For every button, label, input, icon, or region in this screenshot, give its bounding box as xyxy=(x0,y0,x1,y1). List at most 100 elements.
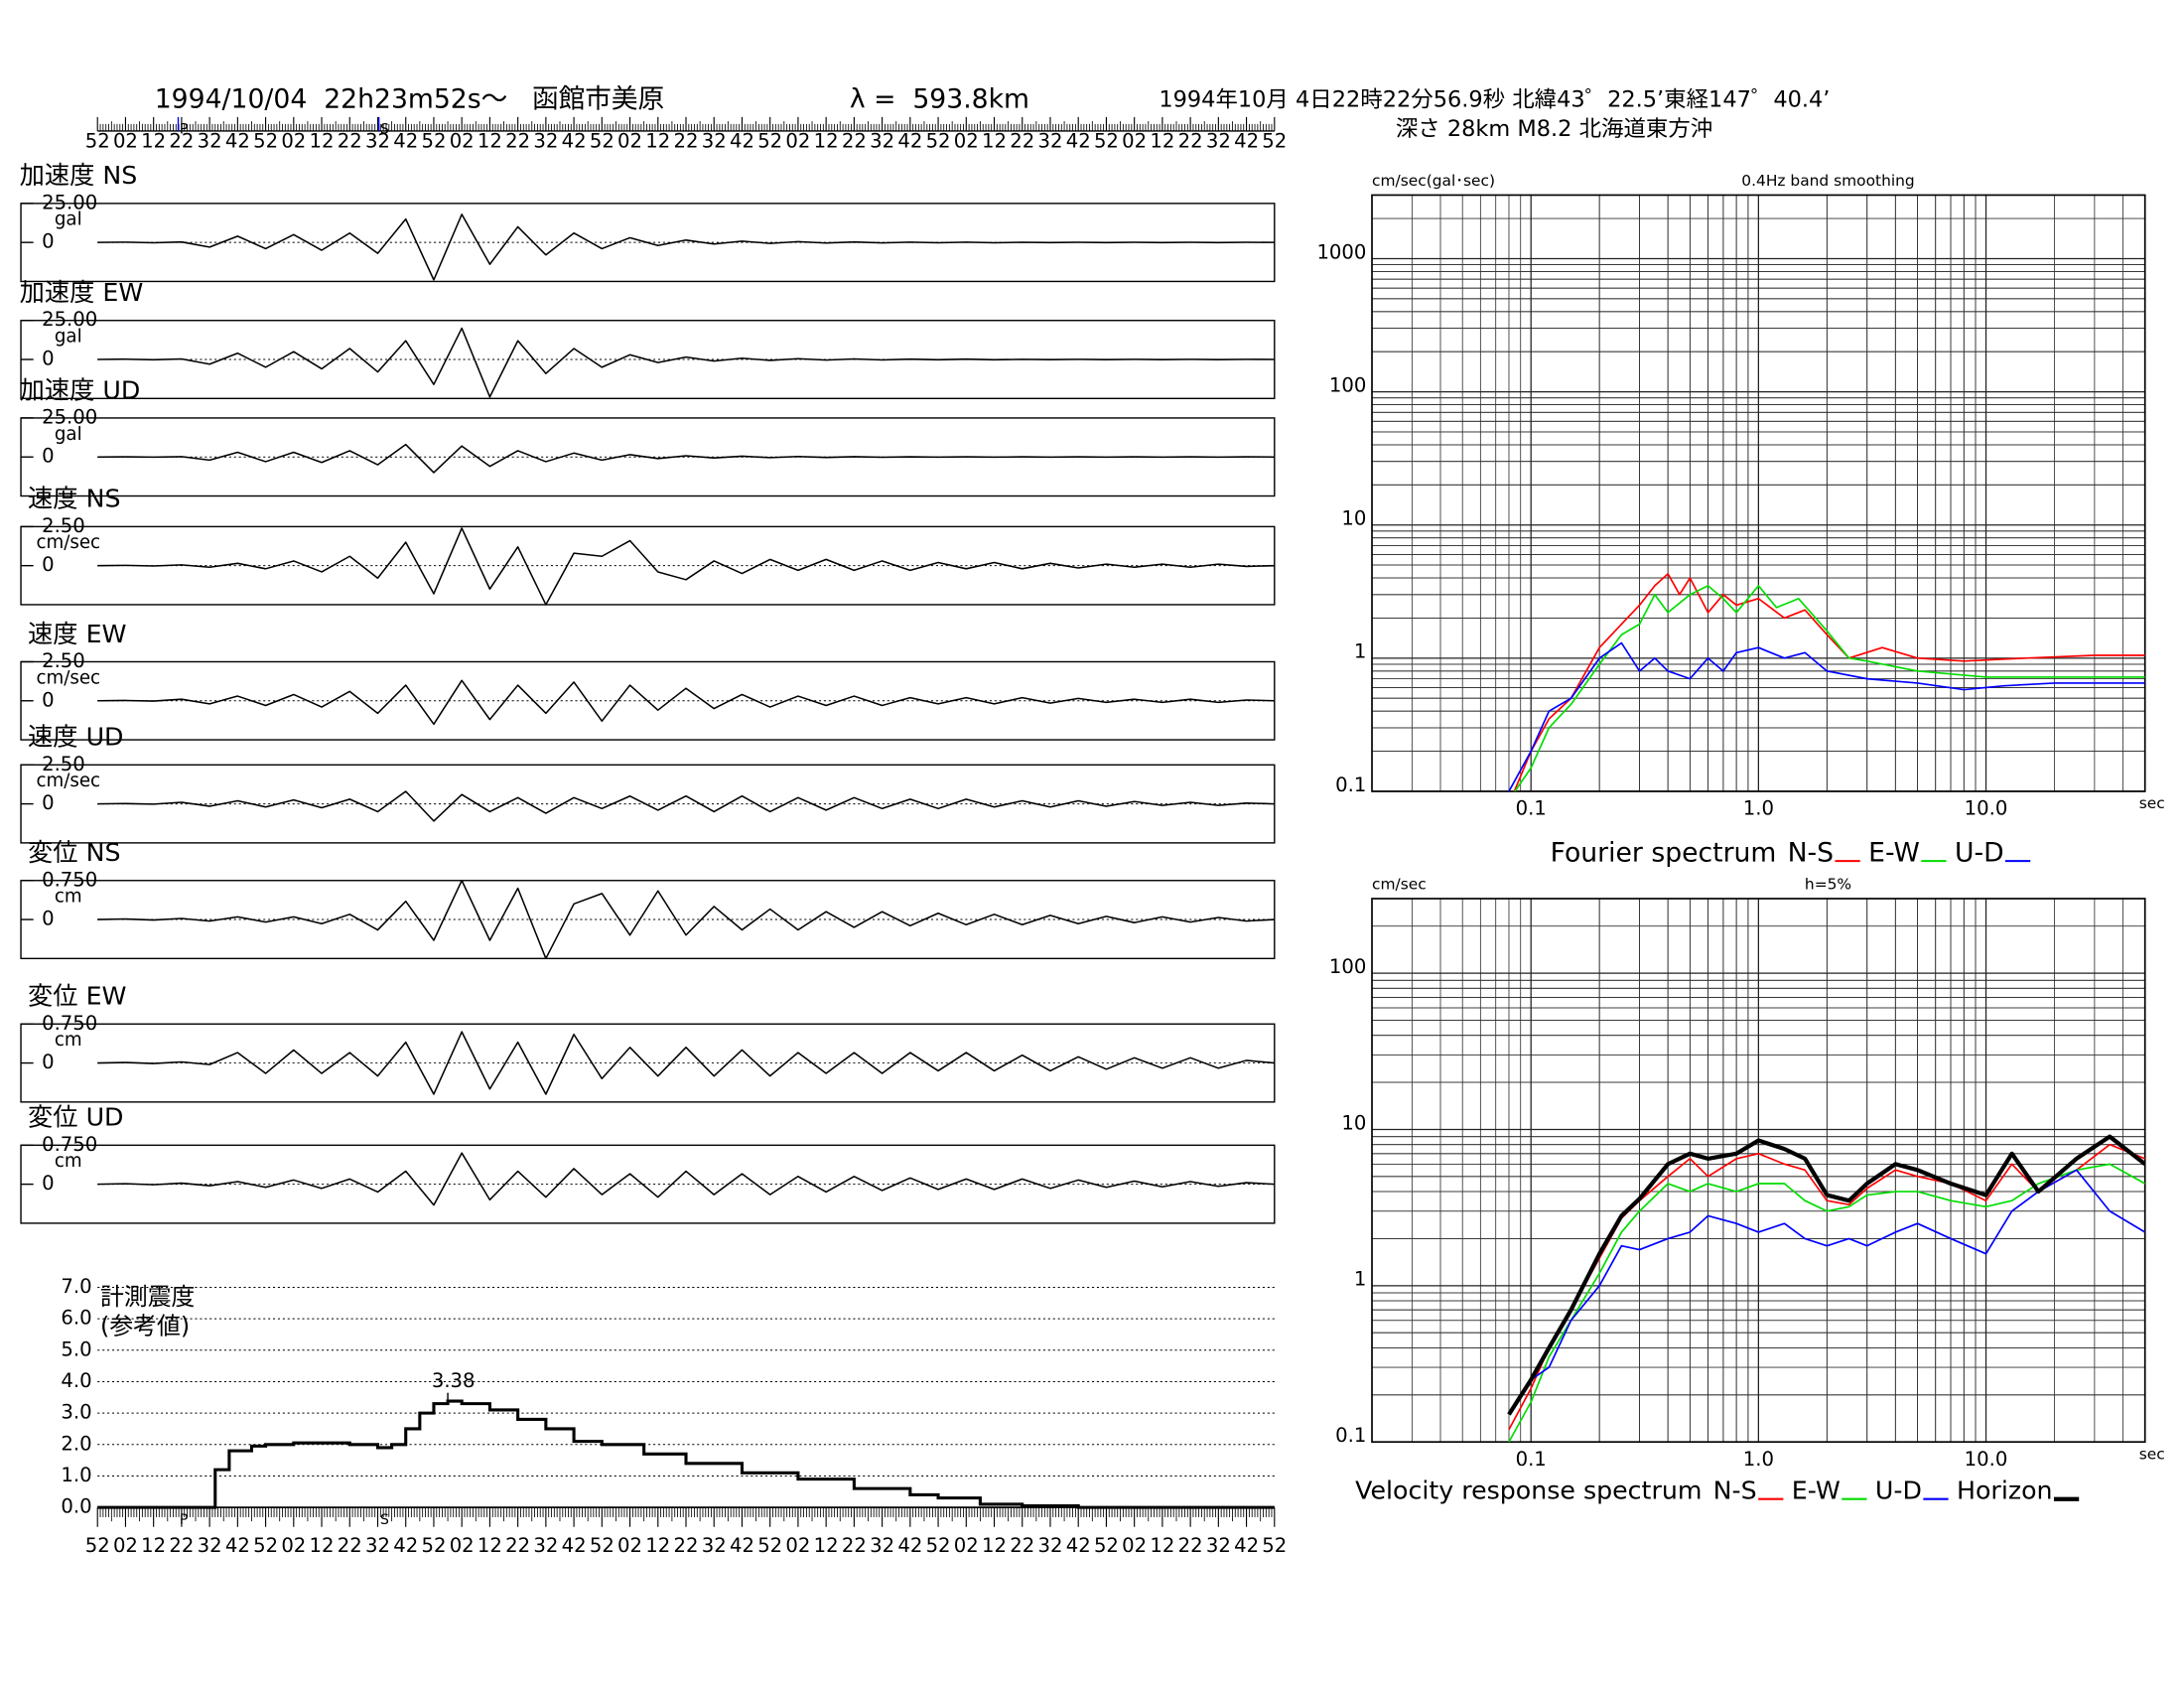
x-tick-label: 52 xyxy=(1094,1534,1119,1557)
x-tick-label: 02 xyxy=(450,1534,475,1557)
y-tick-label: 1000 xyxy=(1316,240,1366,263)
x-tick-label: 02 xyxy=(617,130,642,153)
x-tick-label: 22 xyxy=(338,1534,362,1557)
x-tick-label: 42 xyxy=(562,130,587,153)
y-tick-label: 10 xyxy=(1341,1111,1366,1134)
trace-name: 加速度 UD xyxy=(20,375,141,404)
legend-label: E-W xyxy=(1792,1477,1841,1505)
trace-unit: gal xyxy=(55,210,82,230)
legend-label: U-D xyxy=(1955,838,2004,869)
x-tick-label: 42 xyxy=(562,1534,587,1557)
y-tick-label: 25.00 xyxy=(42,308,97,331)
waveform xyxy=(97,327,1275,398)
x-tick-label: 02 xyxy=(785,130,810,153)
station: 函館市美原 xyxy=(532,84,664,115)
plot-frame xyxy=(1371,194,2146,792)
x-tick-label: 32 xyxy=(1206,1534,1231,1557)
x-tick-label: 02 xyxy=(450,130,475,153)
x-tick-label: 10.0 xyxy=(1965,797,2008,820)
x-tick-label: 32 xyxy=(1037,1534,1062,1557)
event-info: 1994年10月 4日22時22分56.9秒 北緯43゜22.5’東経147゜4… xyxy=(1159,87,1830,113)
x-tick-label: 42 xyxy=(393,130,418,153)
phase-label: S xyxy=(380,1512,389,1528)
x-tick-label: 52 xyxy=(590,130,614,153)
x-tick-label: 12 xyxy=(310,130,335,153)
y-tick-label: 0 xyxy=(42,791,55,814)
x-tick-label: 32 xyxy=(1206,130,1231,153)
y-tick-label: 2.50 xyxy=(42,753,85,775)
x-tick-label: 42 xyxy=(1066,130,1091,153)
x-tick-label: 42 xyxy=(1234,130,1259,153)
waveform xyxy=(97,879,1275,960)
x-tick-label: 32 xyxy=(702,1534,727,1557)
trace-unit: cm xyxy=(55,1151,82,1172)
x-tick-label: 42 xyxy=(730,1534,754,1557)
trace-unit: cm/sec xyxy=(36,532,100,553)
x-tick-label: 12 xyxy=(141,1534,166,1557)
spectrum-line xyxy=(1513,573,2145,791)
x-tick-label: 42 xyxy=(1066,1534,1091,1557)
y-tick-label: 0.750 xyxy=(42,1133,97,1156)
event-info-2: 深さ 28km M8.2 北海道東方沖 xyxy=(1396,116,1712,142)
record-time: 1994/10/04 22h23m52s〜 xyxy=(155,84,508,115)
trace-name: 変位 EW xyxy=(28,982,126,1011)
x-tick-label: 52 xyxy=(421,1534,446,1557)
y-tick-label: 10 xyxy=(1341,507,1366,530)
waveform xyxy=(97,443,1275,474)
x-tick-label: 42 xyxy=(1234,1534,1259,1557)
plot-area xyxy=(1508,573,2145,791)
y-tick-label: 100 xyxy=(1329,373,1366,396)
x-tick-label: 02 xyxy=(1122,130,1147,153)
plot-area xyxy=(1507,1134,2145,1443)
chart-subtitle: (参考値) xyxy=(100,1313,190,1340)
trace-unit: gal xyxy=(55,327,82,348)
x-tick-label: 12 xyxy=(982,130,1007,153)
legend-label: E-W xyxy=(1868,838,1920,869)
intensity-line xyxy=(97,1399,1275,1509)
x-tick-label: 02 xyxy=(113,1534,138,1557)
y-tick-label: 0.1 xyxy=(1335,1424,1366,1447)
x-tick-label: 32 xyxy=(365,1534,390,1557)
x-tick-label: 32 xyxy=(702,130,727,153)
y-tick-label: 100 xyxy=(1329,955,1366,978)
x-tick-label: 32 xyxy=(870,130,894,153)
legend-title: Velocity response spectrum xyxy=(1355,1477,1702,1505)
x-tick-label: 02 xyxy=(1122,1534,1147,1557)
y-tick-label: 0 xyxy=(42,553,55,576)
distance: λ = 593.8km xyxy=(850,84,1029,115)
y-tick-label: 0 xyxy=(42,348,55,370)
y-tick-label: 7.0 xyxy=(61,1275,91,1298)
x-tick-label: 10.0 xyxy=(1965,1448,2008,1471)
x-tick-label: 52 xyxy=(590,1534,614,1557)
x-tick-label: 52 xyxy=(1262,1534,1287,1557)
legend-label: Horizon xyxy=(1957,1477,2053,1505)
x-tick-label: 22 xyxy=(1178,130,1203,153)
x-tick-label: 52 xyxy=(926,1534,951,1557)
x-tick-label: 52 xyxy=(253,1534,278,1557)
x-tick-label: 02 xyxy=(281,130,306,153)
x-tick-label: 12 xyxy=(814,1534,839,1557)
y-tick-label: 2.50 xyxy=(42,514,85,537)
x-tick-label: 12 xyxy=(478,130,502,153)
x-tick-label: 22 xyxy=(1010,130,1034,153)
x-tick-label: 42 xyxy=(393,1534,418,1557)
x-tick-label: 42 xyxy=(897,130,922,153)
x-tick-label: 22 xyxy=(674,130,699,153)
y-tick-label: 2.50 xyxy=(42,649,85,672)
y-tick-label: 2.0 xyxy=(61,1432,91,1455)
x-axis-label: sec xyxy=(2139,1445,2165,1463)
x-tick-label: 52 xyxy=(1094,130,1119,153)
x-tick-label: 22 xyxy=(842,1534,867,1557)
x-tick-label: 22 xyxy=(505,130,530,153)
x-tick-label: 22 xyxy=(842,130,867,153)
trace-name: 速度 EW xyxy=(28,620,126,648)
waveform xyxy=(97,1031,1275,1095)
x-tick-label: 32 xyxy=(533,1534,558,1557)
spectrum-line xyxy=(1508,1169,2145,1415)
x-tick-label: 0.1 xyxy=(1516,797,1547,820)
waveform xyxy=(97,1152,1275,1206)
waveform xyxy=(97,790,1275,822)
x-tick-label: 22 xyxy=(1178,1534,1203,1557)
x-tick-label: 22 xyxy=(169,130,194,153)
